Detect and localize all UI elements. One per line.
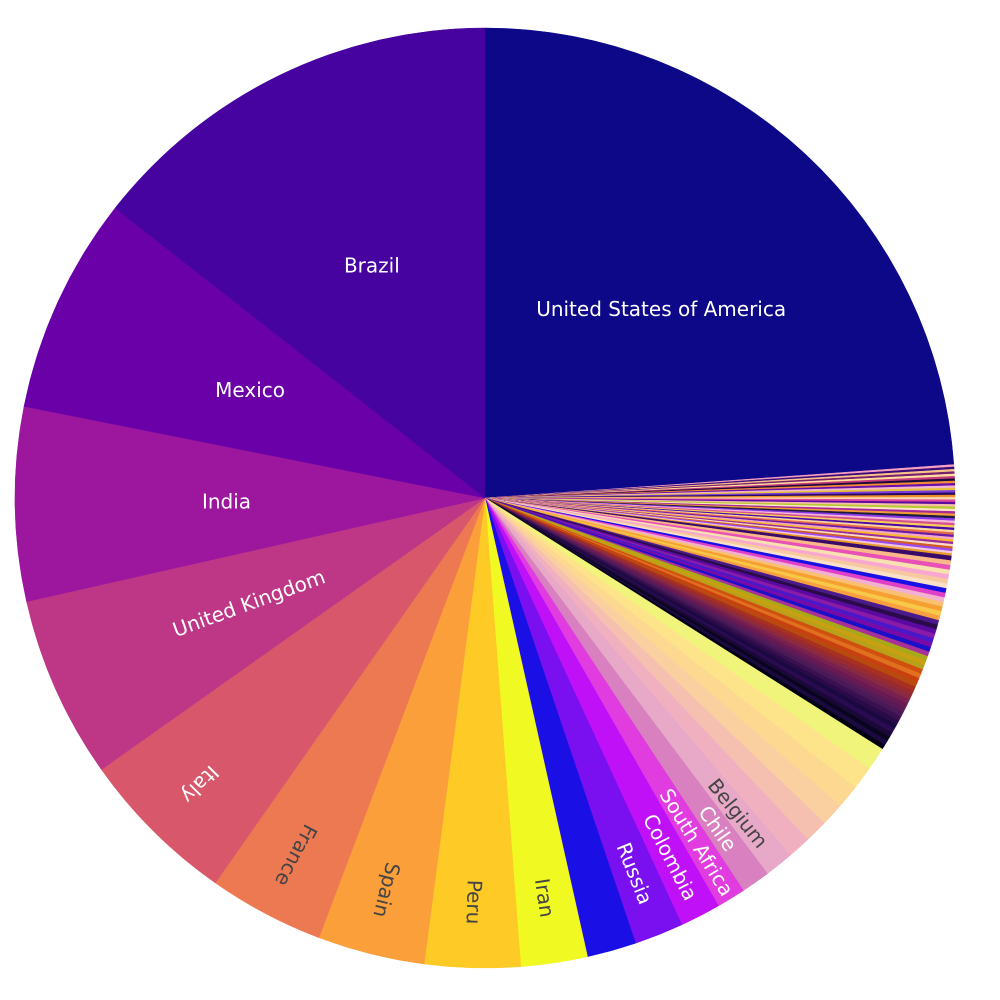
- slice-india[interactable]: [14, 406, 486, 602]
- pie-slices: [14, 27, 956, 969]
- slice-united-states-of-america[interactable]: [484, 27, 955, 499]
- label-united-states-of-america: United States of America: [536, 297, 786, 321]
- label-india: India: [202, 489, 251, 513]
- slice-mexico[interactable]: [23, 207, 486, 499]
- label-peru: Peru: [462, 879, 487, 924]
- slice-brazil[interactable]: [114, 27, 486, 499]
- label-iran: Iran: [530, 877, 560, 919]
- slice-united-kingdom[interactable]: [26, 497, 486, 770]
- label-brazil: Brazil: [344, 254, 400, 278]
- slice-italy[interactable]: [101, 497, 486, 884]
- label-mexico: Mexico: [215, 378, 285, 402]
